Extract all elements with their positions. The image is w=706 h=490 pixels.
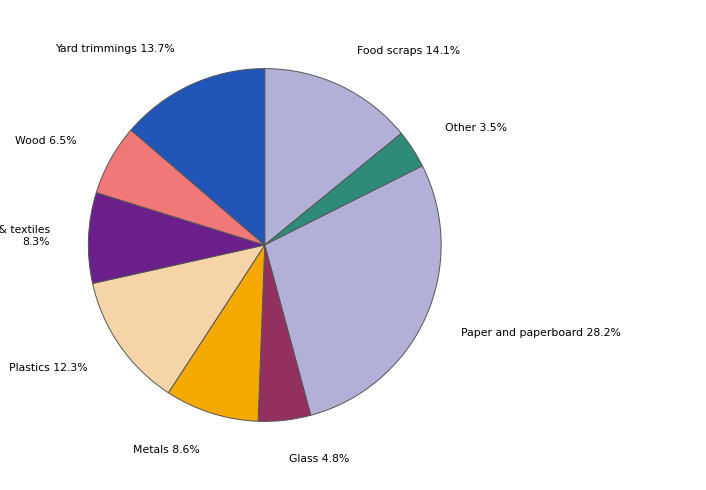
- Text: Paper and paperboard 28.2%: Paper and paperboard 28.2%: [461, 328, 621, 338]
- Text: Plastics 12.3%: Plastics 12.3%: [9, 363, 88, 372]
- Wedge shape: [92, 245, 265, 393]
- Text: Metals 8.6%: Metals 8.6%: [133, 445, 200, 455]
- Text: Rubber, leather & textiles
8.3%: Rubber, leather & textiles 8.3%: [0, 225, 49, 247]
- Wedge shape: [88, 193, 265, 284]
- Wedge shape: [96, 130, 265, 245]
- Wedge shape: [168, 245, 265, 421]
- Text: Glass 4.8%: Glass 4.8%: [289, 454, 349, 464]
- Wedge shape: [265, 69, 402, 245]
- Wedge shape: [258, 245, 311, 421]
- Wedge shape: [131, 69, 265, 245]
- Text: Other 3.5%: Other 3.5%: [445, 123, 508, 133]
- Wedge shape: [265, 166, 441, 416]
- Wedge shape: [265, 133, 422, 245]
- Text: Food scraps 14.1%: Food scraps 14.1%: [357, 46, 460, 55]
- Text: Wood 6.5%: Wood 6.5%: [15, 136, 76, 146]
- Text: Yard trimmings 13.7%: Yard trimmings 13.7%: [55, 45, 175, 54]
